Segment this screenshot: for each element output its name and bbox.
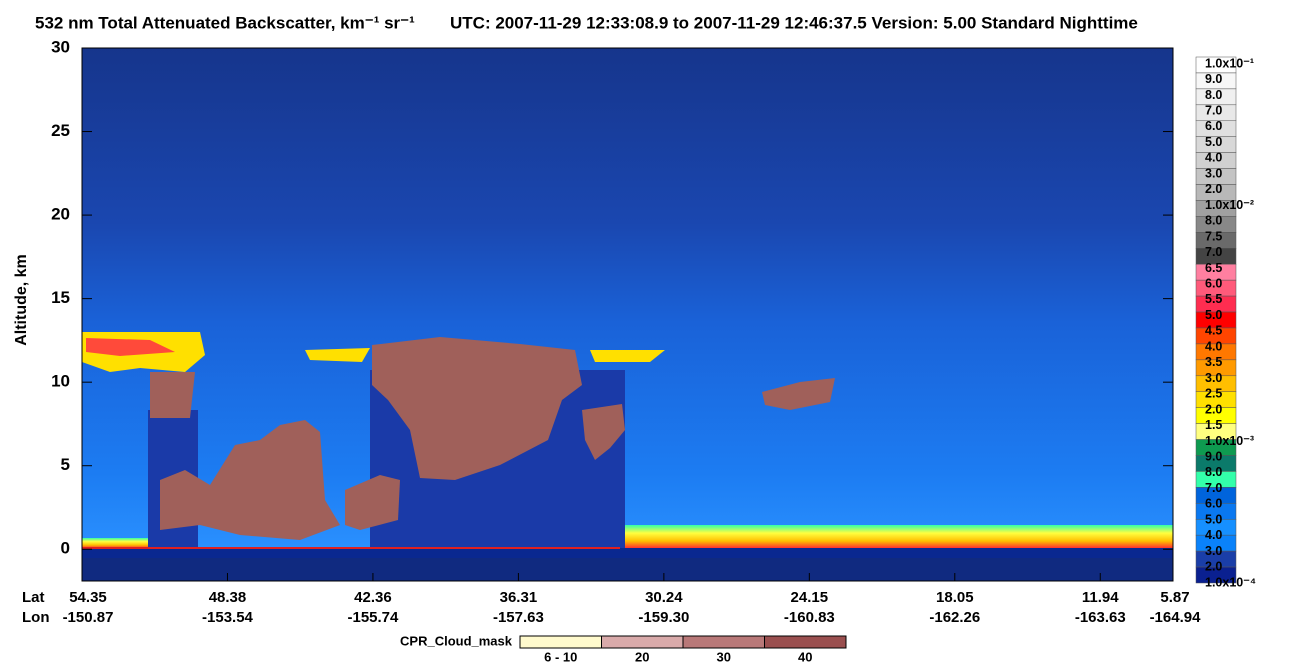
cloud-mask-swatch	[601, 635, 684, 649]
chart-subtitle: UTC: 2007-11-29 12:33:08.9 to 2007-11-29…	[450, 13, 1138, 32]
cloud-mask-swatch	[682, 635, 765, 649]
colorbar-label: 1.5	[1205, 418, 1222, 432]
cloud	[582, 404, 625, 460]
colorbar-label: 2.0	[1205, 560, 1222, 574]
colorbar-label: 3.0	[1205, 371, 1222, 385]
x-tick-label: -162.26	[929, 609, 980, 626]
colorbar-label: 6.0	[1205, 276, 1222, 290]
cloud-mask-label: 20	[635, 649, 649, 664]
y-tick-label: 25	[51, 121, 70, 140]
y-tick-label: 0	[61, 539, 70, 558]
x-tick-label: 54.35	[69, 589, 107, 606]
colorbar-label: 6.5	[1205, 261, 1222, 275]
x-tick-label: 11.94	[1082, 589, 1119, 606]
surface-return	[620, 525, 1173, 548]
colorbar-label: 4.0	[1205, 339, 1222, 353]
x-tick-label: 48.38	[209, 589, 247, 606]
x-row-label: Lat	[22, 589, 45, 606]
cloud	[372, 337, 582, 480]
colorbar-label: 5.0	[1205, 308, 1222, 322]
plot-frame	[81, 47, 1174, 582]
subsurface-deep	[82, 558, 1173, 581]
x-tick-label: 42.36	[354, 589, 392, 606]
colorbar-label: 1.0x10⁻¹	[1205, 56, 1254, 70]
colorbar-label: 3.0	[1205, 166, 1222, 180]
colorbar-label: 2.0	[1205, 182, 1222, 196]
cloud	[345, 475, 400, 530]
backscatter-image	[82, 48, 1173, 581]
y-tick-label: 5	[61, 455, 70, 474]
cloud-layer	[590, 350, 665, 362]
colorbar-label: 8.0	[1205, 214, 1222, 228]
colorbar-label: 4.5	[1205, 324, 1222, 338]
x-tick-label: -159.30	[638, 609, 689, 626]
x-tick-label: -155.74	[347, 609, 399, 626]
cloud-mask-swatch	[764, 635, 847, 649]
x-tick-label: 18.05	[936, 589, 974, 606]
x-tick-label: 30.24	[645, 589, 683, 606]
x-tick-label: -163.63	[1075, 609, 1126, 626]
cloud-mask-label: 40	[798, 649, 812, 664]
colorbar-label: 2.0	[1205, 402, 1222, 416]
x-tick-label: 5.87	[1160, 589, 1189, 606]
colorbar-label: 1.0x10⁻³	[1205, 434, 1254, 448]
colorbar-label: 6.0	[1205, 119, 1222, 133]
y-tick-label: 10	[51, 372, 70, 391]
colorbar-label: 2.5	[1205, 387, 1222, 401]
colorbar-label: 8.0	[1205, 465, 1222, 479]
x-tick-label: 36.31	[500, 589, 538, 606]
colorbar-label: 9.0	[1205, 449, 1222, 463]
cloud	[150, 372, 195, 418]
x-tick-label: 24.15	[791, 589, 829, 606]
colorbar-label: 7.0	[1205, 103, 1222, 117]
y-tick-label: 20	[51, 205, 70, 224]
colorbar-label: 9.0	[1205, 72, 1222, 86]
colorbar-label: 5.0	[1205, 135, 1222, 149]
colorbar-label: 3.5	[1205, 355, 1222, 369]
colorbar-label: 1.0x10⁻⁴	[1205, 575, 1256, 589]
cloud-mask-label: 6 - 10	[544, 649, 577, 664]
colorbar-label: 8.0	[1205, 88, 1222, 102]
cloud-mask-swatch	[519, 635, 602, 649]
cloud-mask-title: CPR_Cloud_mask	[400, 633, 513, 648]
y-tick-label: 30	[51, 37, 70, 56]
colorbar-label: 4.0	[1205, 151, 1222, 165]
cloud	[160, 420, 340, 540]
y-tick-label: 15	[51, 288, 70, 307]
surface-return	[82, 538, 162, 548]
colorbar-swatch	[1195, 566, 1237, 584]
colorbar-label: 5.5	[1205, 292, 1222, 306]
colorbar-label: 1.0x10⁻²	[1205, 198, 1254, 212]
cloud-layer	[305, 348, 370, 362]
x-tick-label: -164.94	[1150, 609, 1202, 626]
colorbar-label: 4.0	[1205, 528, 1222, 542]
colorbar-label: 3.0	[1205, 544, 1222, 558]
cloud-layer	[86, 338, 175, 356]
cloud-mask-label: 30	[717, 649, 731, 664]
x-tick-label: -157.63	[493, 609, 544, 626]
colorbar-label: 5.0	[1205, 512, 1222, 526]
y-axis-label: Altitude, km	[13, 254, 30, 346]
x-tick-label: -160.83	[784, 609, 835, 626]
colorbar-label: 6.0	[1205, 497, 1222, 511]
colorbar-label: 7.0	[1205, 481, 1222, 495]
x-tick-label: -153.54	[202, 609, 254, 626]
colorbar-label: 7.0	[1205, 245, 1222, 259]
chart-title: 532 nm Total Attenuated Backscatter, km⁻…	[35, 13, 415, 32]
x-tick-label: -150.87	[63, 609, 114, 626]
colorbar-label: 7.5	[1205, 229, 1222, 243]
cloud	[762, 378, 835, 410]
x-row-label: Lon	[22, 609, 50, 626]
